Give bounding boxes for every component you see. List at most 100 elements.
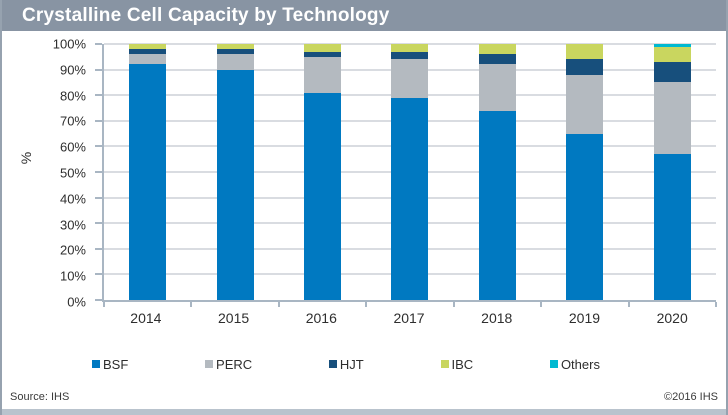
stacked-bar-2016 [304, 44, 342, 300]
bar-slot [541, 44, 628, 300]
bar-segment-perc [566, 74, 604, 134]
stacked-bar-2018 [478, 44, 516, 300]
bar-slot [191, 44, 278, 300]
y-axis-labels: 0% 10% 20% 30% 40% 50% 60% 70% 80% 90% 100% [2, 37, 86, 310]
y-tick-mark [95, 94, 102, 97]
y-tick-label: 80% [59, 88, 86, 104]
y-tick-mark [95, 171, 102, 173]
stacked-bar-2017 [391, 44, 429, 300]
x-tick-mark [627, 302, 630, 307]
legend-label: HJT [339, 357, 364, 372]
bar-segment-ibc [653, 46, 691, 62]
y-tick-label: 60% [59, 139, 86, 155]
bar-segment-bsf [216, 69, 254, 300]
y-tick-mark [95, 68, 102, 71]
bar-segment-perc [653, 82, 691, 155]
bar-segment-bsf [129, 64, 167, 300]
x-tick-label: 2016 [305, 310, 337, 326]
bar-slot [629, 44, 716, 300]
legend-swatch-hjt [328, 359, 337, 368]
legend-label: Others [560, 357, 600, 372]
legend-swatch-others [549, 359, 558, 368]
bar-segment-bsf [566, 133, 604, 300]
y-tick-mark [95, 273, 102, 276]
x-tick-mark [715, 302, 717, 307]
y-tick-label: 50% [59, 165, 86, 181]
y-tick-mark [95, 222, 102, 225]
stacked-bar-2020 [653, 44, 691, 300]
bar-segment-others [653, 44, 691, 47]
bar-segment-hjt [566, 59, 604, 75]
bar-segment-ibc [566, 44, 604, 60]
x-tick-mark [540, 302, 543, 307]
legend-swatch-bsf [92, 359, 100, 368]
legend-label: BSF [103, 357, 129, 372]
bar-segment-bsf [391, 97, 429, 300]
bar-segment-bsf [304, 92, 342, 300]
bar-segment-hjt [129, 49, 167, 55]
bar-segment-perc [478, 64, 516, 111]
legend-item-bsf: BSF [92, 357, 128, 372]
copyright-note: ©2016 IHS [664, 391, 718, 403]
bars-container [104, 44, 716, 300]
page-title: Crystalline Cell Capacity by Technology [2, 0, 726, 31]
y-tick-mark [95, 299, 102, 301]
x-axis-labels: 2014 2015 2016 2017 2018 2019 2020 [102, 310, 716, 326]
bar-segment-perc [304, 56, 342, 93]
source-note: Source: IHS [10, 391, 70, 403]
x-tick-label: 2018 [481, 310, 513, 326]
bar-segment-perc [129, 54, 167, 65]
legend-swatch-perc [205, 359, 214, 368]
legend: BSF PERC HJT IBC Others [92, 357, 600, 372]
x-tick-mark [277, 302, 280, 307]
y-tick-mark [95, 247, 102, 250]
legend-item-ibc: IBC [440, 357, 474, 372]
bar-slot [366, 44, 453, 300]
legend-item-others: Others [549, 357, 600, 372]
y-tick-label: 30% [59, 217, 86, 233]
legend-swatch-ibc [440, 359, 449, 368]
x-tick-label: 2014 [130, 310, 162, 326]
y-tick-label: 0% [67, 294, 86, 310]
y-tick-mark [95, 119, 102, 122]
bar-segment-ibc [129, 44, 167, 50]
legend-item-perc: PERC [205, 357, 252, 372]
legend-label: IBC [451, 357, 474, 372]
y-tick-mark [95, 196, 102, 199]
x-tick-mark [103, 302, 105, 307]
x-tick-label: 2020 [656, 310, 688, 326]
x-tick-label: 2017 [393, 310, 425, 326]
bar-segment-hjt [304, 51, 342, 57]
y-tick-label: 90% [59, 62, 86, 78]
x-tick-mark [190, 302, 193, 307]
y-tick-mark [95, 43, 102, 45]
bar-segment-ibc [304, 44, 342, 52]
bar-segment-ibc [478, 44, 516, 55]
bar-segment-ibc [391, 44, 429, 52]
y-tick-mark [95, 145, 102, 148]
bottom-accent-strip [2, 409, 726, 415]
bar-segment-bsf [653, 154, 691, 300]
x-tick-label: 2019 [568, 310, 601, 326]
plot-area [95, 43, 717, 307]
bar-segment-hjt [216, 49, 254, 55]
x-tick-mark [365, 302, 368, 307]
bar-segment-hjt [391, 51, 429, 60]
bar-slot [104, 44, 191, 300]
bar-slot [454, 44, 541, 300]
bar-segment-perc [391, 59, 429, 98]
x-tick-label: 2015 [218, 310, 250, 326]
legend-label: PERC [216, 357, 253, 372]
y-tick-label: 40% [59, 191, 86, 207]
x-tick-mark [452, 302, 455, 307]
y-tick-label: 10% [59, 268, 86, 284]
bar-segment-hjt [653, 61, 691, 83]
gridline [104, 43, 716, 45]
stacked-bar-2014 [129, 44, 167, 300]
bar-segment-perc [216, 54, 254, 70]
bar-segment-ibc [216, 44, 254, 50]
bar-segment-hjt [478, 54, 516, 65]
y-tick-label: 70% [59, 113, 86, 129]
bar-segment-bsf [478, 110, 516, 300]
